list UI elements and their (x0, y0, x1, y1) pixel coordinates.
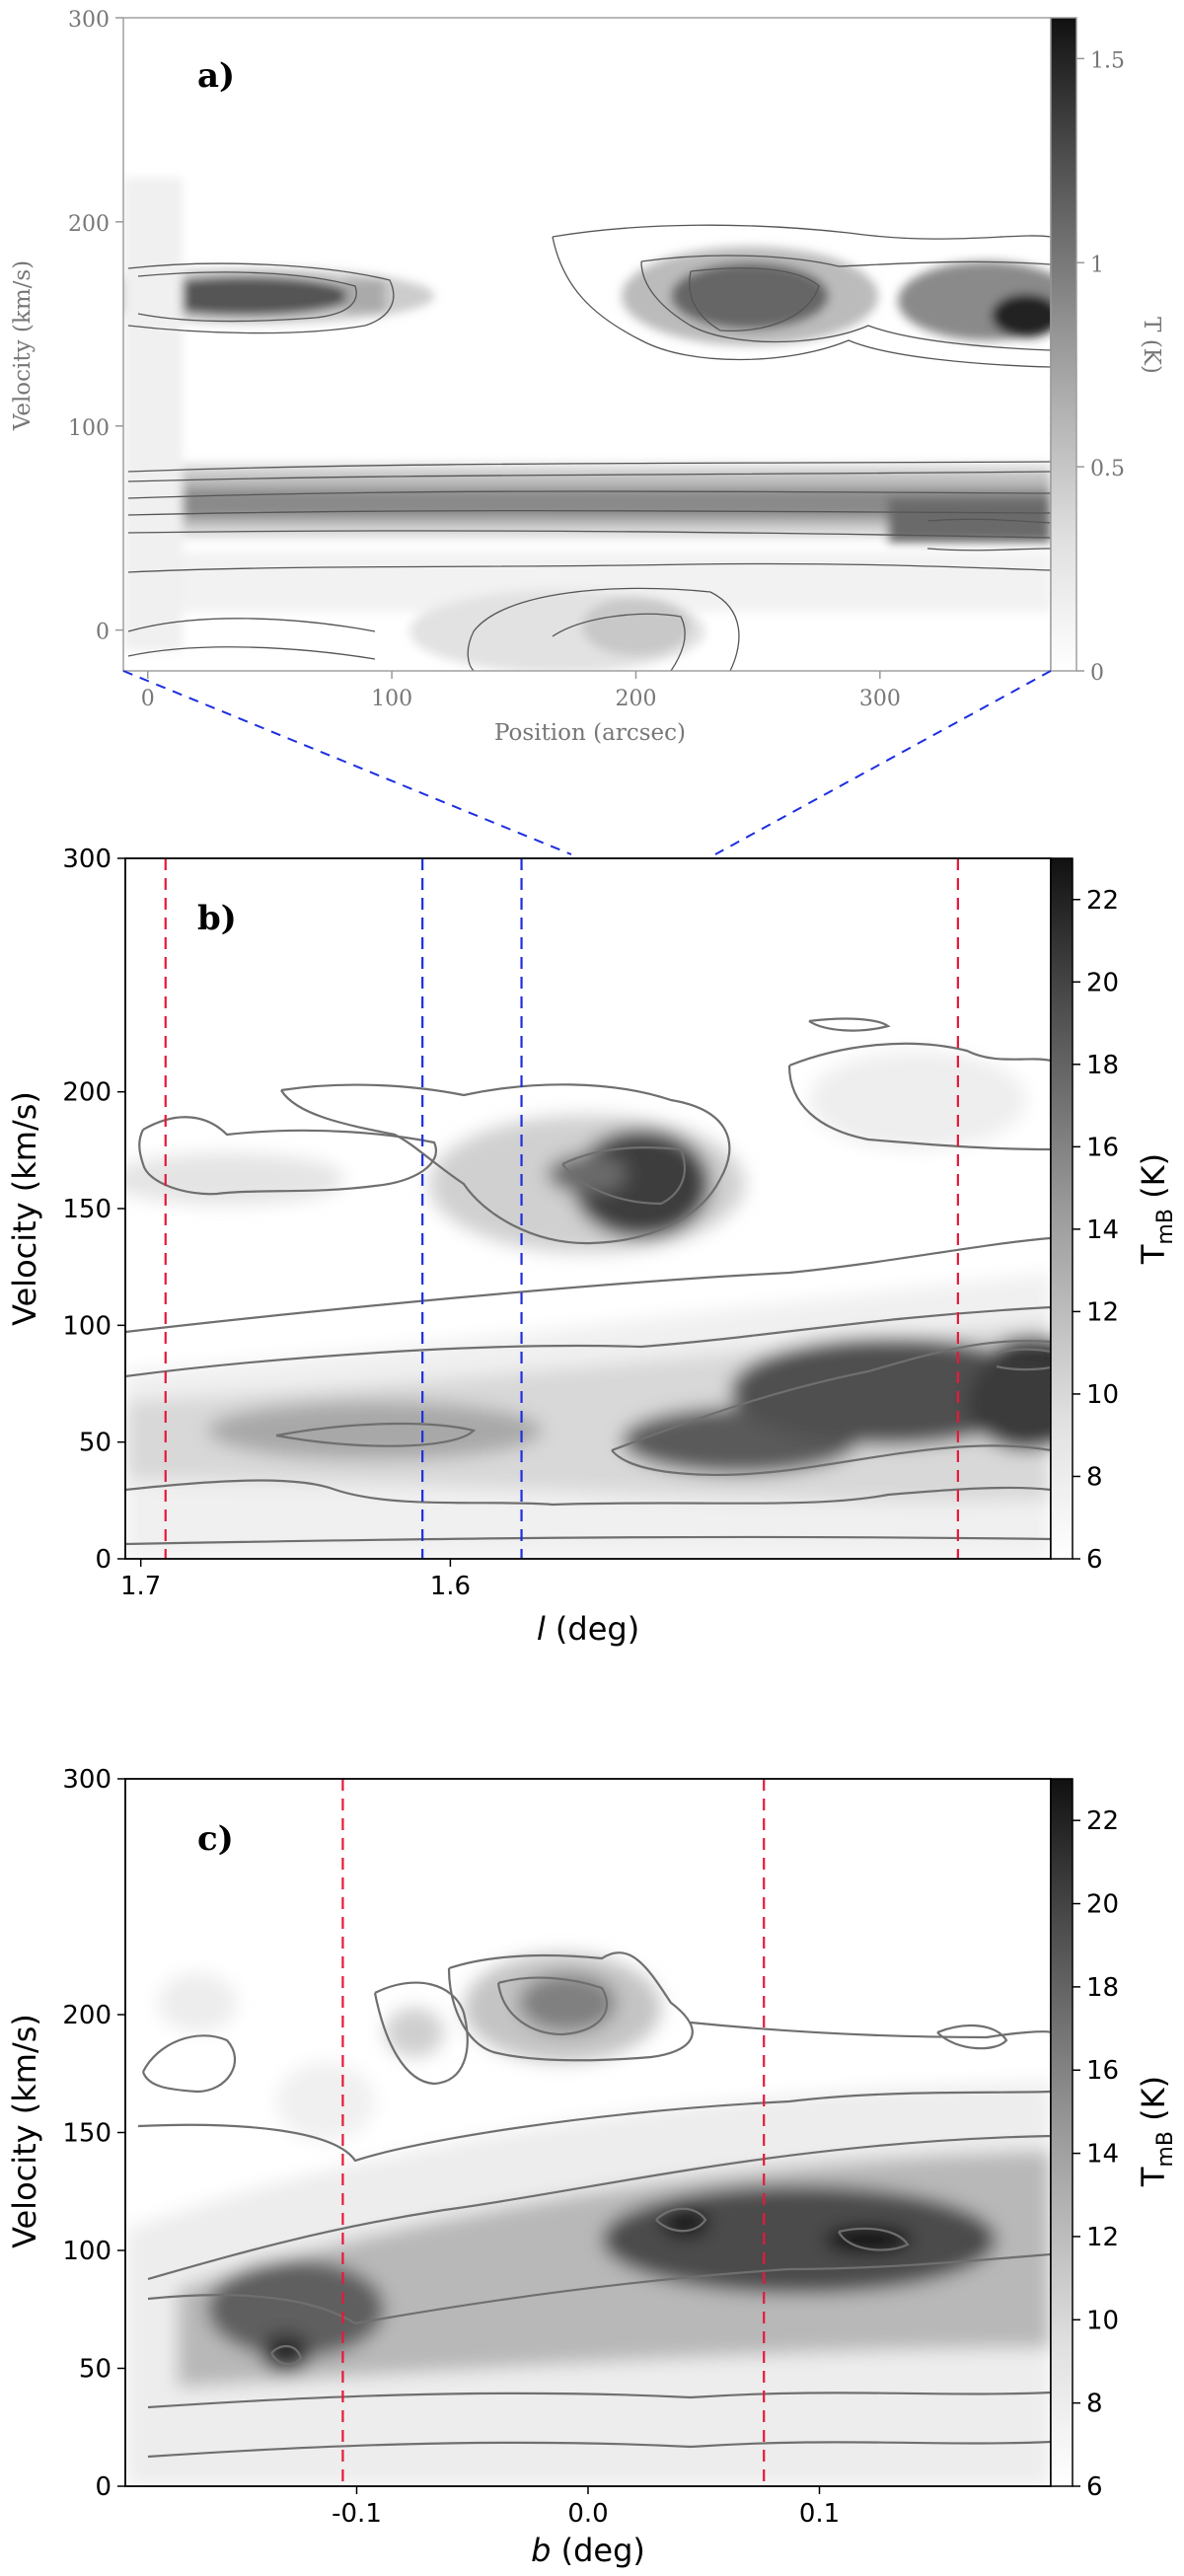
y-tick-label: 200 (62, 2001, 111, 2030)
y-tick-label: 0 (95, 1545, 111, 1575)
colorbar-tick-label: 14 (1086, 1215, 1119, 1245)
panel-c-xlabel: b (deg) (531, 2532, 645, 2569)
panel-c-colorbar-label: TmB (K) (1135, 2076, 1178, 2187)
x-tick-label: 100 (371, 687, 412, 711)
panel-c-contours (137, 1951, 1051, 2459)
panel-b-vertical-lines (164, 858, 959, 1559)
x-tick-label: -0.1 (332, 2499, 382, 2529)
panel-a-label: a) (197, 56, 235, 96)
panel-b-label: b) (197, 899, 237, 938)
panel-a: a) 0 100 200 300 0 100 200 300 Position (arcse… (10, 8, 1164, 746)
colorbar-tick-label: 8 (1086, 2390, 1103, 2419)
panel-b-heatmap (125, 1051, 1051, 1559)
colorbar-tick-label: 14 (1086, 2140, 1119, 2170)
colorbar-tick-label: 22 (1086, 1806, 1119, 1836)
colorbar-tick-label: 6 (1086, 1545, 1103, 1575)
panel-c-ylabel: Velocity (km/s) (6, 2014, 43, 2248)
colorbar-tick-label: 18 (1086, 1051, 1119, 1080)
x-tick-label: 200 (615, 687, 656, 711)
y-tick-label: 0 (95, 2472, 111, 2502)
y-tick-label: 300 (62, 845, 111, 874)
colorbar-tick-label: 10 (1086, 2306, 1119, 2335)
panel-b-xlabel: l (deg) (537, 1610, 639, 1648)
colorbar-tick-label: 18 (1086, 1973, 1119, 2003)
colorbar-tick-label: 1.5 (1090, 48, 1125, 73)
panel-b: b) 1.7 1.6 0 50 100 150 200 300 l (deg) Veloci… (6, 845, 1178, 1648)
panel-b-y-ticks: 0 50 100 150 200 300 (62, 845, 125, 1575)
panel-b-ylabel: Velocity (km/s) (6, 1091, 43, 1326)
colorbar-tick-label: 20 (1086, 968, 1119, 997)
panel-b-contours (125, 1017, 1051, 1546)
panel-b-colorbar (1050, 857, 1073, 1560)
zoom-connector-left (122, 670, 572, 855)
panel-a-ylabel: Velocity (km/s) (10, 260, 36, 431)
colorbar-tick-label: 22 (1086, 886, 1119, 916)
panel-c-colorbar-ticks: 6 8 10 12 14 16 18 20 22 (1073, 1806, 1119, 2502)
x-tick-label: 1.7 (120, 1572, 161, 1601)
y-tick-label: 100 (62, 2237, 111, 2266)
panel-a-x-ticks: 0 100 200 300 (141, 671, 901, 711)
panel-a-contours (127, 224, 1051, 671)
x-tick-label: 0.1 (799, 2499, 840, 2529)
colorbar-tick-label: 0 (1090, 661, 1104, 686)
y-tick-label: 300 (62, 1765, 111, 1795)
x-tick-label: 1.6 (430, 1572, 471, 1601)
panel-b-colorbar-ticks: 6 8 10 12 14 16 18 20 22 (1073, 886, 1119, 1575)
colorbar-tick-label: 1 (1090, 253, 1104, 277)
y-tick-label: 0 (96, 621, 110, 645)
panel-c-y-ticks: 0 50 100 150 200 300 (62, 1765, 125, 2502)
panel-c-x-ticks: -0.1 0.0 0.1 (332, 2486, 840, 2529)
x-tick-label: 0.0 (567, 2499, 608, 2529)
panel-a-colorbar (1050, 17, 1077, 672)
x-tick-label: 300 (859, 687, 901, 711)
colorbar-tick-label: 8 (1086, 1462, 1103, 1492)
y-tick-label: 300 (68, 8, 110, 33)
y-tick-label: 200 (68, 212, 110, 237)
panel-c: c) -0.1 0.0 0.1 0 50 100 150 200 300 b (deg) Ve… (6, 1765, 1178, 2569)
panel-c-heatmap (125, 1953, 1051, 2486)
colorbar-tick-label: 0.5 (1090, 457, 1125, 481)
panel-b-x-ticks: 1.7 1.6 (120, 1559, 471, 1601)
colorbar-tick-label: 20 (1086, 1890, 1119, 1920)
colorbar-tick-label: 10 (1086, 1380, 1119, 1410)
panel-c-label: c) (197, 1819, 234, 1859)
y-tick-label: 150 (62, 1195, 111, 1224)
panel-a-colorbar-ticks: 0 0.5 1 1.5 (1076, 48, 1125, 686)
y-tick-label: 100 (62, 1311, 111, 1341)
x-tick-label: 0 (141, 687, 155, 711)
y-tick-label: 50 (79, 2355, 111, 2385)
y-tick-label: 200 (62, 1078, 111, 1108)
colorbar-tick-label: 12 (1086, 2223, 1119, 2252)
y-tick-label: 150 (62, 2119, 111, 2149)
y-tick-label: 100 (68, 416, 110, 441)
panel-b-colorbar-label: TmB (K) (1135, 1153, 1178, 1265)
panel-a-colorbar-label: T (K) (1139, 317, 1164, 374)
y-tick-label: 50 (79, 1429, 111, 1458)
panel-a-y-ticks: 0 100 200 300 (68, 8, 123, 645)
colorbar-tick-label: 6 (1086, 2472, 1103, 2502)
colorbar-tick-label: 16 (1086, 1133, 1119, 1162)
colorbar-tick-label: 12 (1086, 1297, 1119, 1327)
panel-a-xlabel: Position (arcsec) (494, 720, 686, 746)
panel-c-colorbar (1050, 1778, 1073, 2487)
colorbar-tick-label: 16 (1086, 2056, 1119, 2086)
panel-a-heatmap (123, 178, 1051, 671)
